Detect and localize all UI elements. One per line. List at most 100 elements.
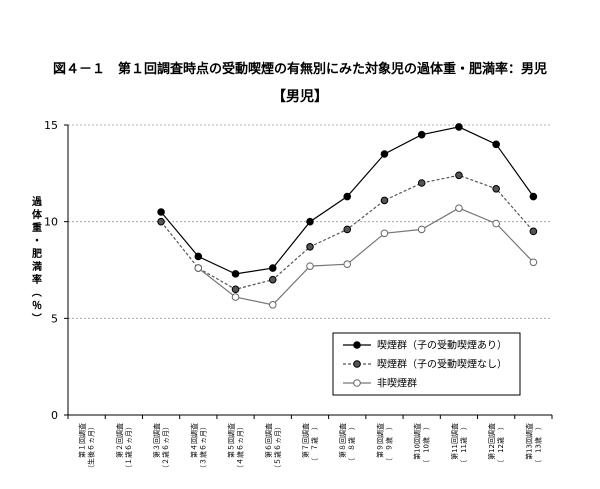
y-tick-label: 0 bbox=[51, 409, 58, 422]
x-tick-label-line: 第２回調査 bbox=[115, 423, 124, 458]
x-tick-label-line: （生後６ヵ月） bbox=[87, 423, 96, 472]
data-point bbox=[343, 192, 352, 201]
x-tick-label-line: （３歳６ヵ月） bbox=[198, 423, 207, 472]
y-axis-label-char: ・ bbox=[32, 236, 42, 247]
y-axis-label-char: 重 bbox=[32, 221, 42, 234]
x-tick-label: 第９回調査（ ９歳 ） bbox=[375, 423, 393, 465]
legend-label: 非喫煙群 bbox=[377, 377, 417, 390]
y-axis-label-char: ） bbox=[30, 313, 43, 323]
x-tick-label-line: 第13回調査 bbox=[524, 423, 533, 460]
x-tick-label-line: 第12回調査 bbox=[487, 423, 496, 460]
series bbox=[157, 123, 538, 309]
x-tick-label-line: （５歳６ヵ月） bbox=[273, 423, 282, 472]
y-axis-label-char: 満 bbox=[32, 260, 42, 273]
x-tick-labels: 第１回調査 （生後６ヵ月） 第２回調査 （１歳６ヵ月） 第３回調査 （２歳６ヵ月） 第４回調… bbox=[78, 423, 543, 472]
x-tick-label: 第５回調査 （４歳６ヵ月） bbox=[227, 423, 245, 472]
y-axis-label-char: ％ bbox=[32, 300, 42, 312]
x-tick-label: 第８回調査（ ８歳 ） bbox=[338, 423, 356, 465]
data-point bbox=[157, 217, 165, 226]
x-tick-label-line: 第10回調査 bbox=[413, 423, 422, 460]
x-tick-label-line: （ 10歳 ） bbox=[422, 423, 431, 467]
data-point bbox=[343, 225, 352, 234]
x-tick-label-line: 第４回調査 bbox=[189, 423, 198, 458]
x-tick-label-line: 第６回調査 bbox=[264, 423, 273, 458]
data-point bbox=[380, 229, 389, 238]
data-point bbox=[455, 123, 463, 131]
data-point bbox=[268, 275, 277, 284]
data-point bbox=[306, 262, 314, 270]
data-point bbox=[492, 185, 500, 193]
data-point bbox=[194, 264, 203, 272]
x-tick-label-line: （ 11歳 ） bbox=[459, 423, 468, 467]
data-point bbox=[231, 293, 240, 301]
series-1 bbox=[157, 123, 538, 278]
data-point bbox=[417, 179, 426, 187]
data-point bbox=[306, 243, 314, 251]
data-point bbox=[417, 130, 426, 139]
chart-subtitle: 【男児】 bbox=[272, 89, 328, 105]
data-point bbox=[417, 225, 426, 234]
y-axis-label-char: 過 bbox=[31, 195, 43, 208]
x-tick-label-line: （２歳６ヵ月） bbox=[161, 423, 170, 472]
data-point bbox=[157, 208, 165, 216]
legend-swatch-marker bbox=[353, 360, 361, 368]
x-tick-label: 第13回調査（ 13歳 ） bbox=[524, 423, 542, 467]
y-tick-label: 5 bbox=[51, 312, 58, 325]
x-tick-label-line: 第８回調査 bbox=[338, 423, 347, 458]
y-axis-label: 過体重・肥満率（ ％） bbox=[30, 195, 43, 323]
x-tick-label: 第10回調査（ 10歳 ） bbox=[413, 423, 431, 467]
legend-swatch-marker bbox=[353, 379, 361, 387]
y-axis-label-char: 肥 bbox=[32, 248, 42, 260]
x-tick-label-line: （ ８歳 ） bbox=[347, 423, 356, 465]
y-tick-label: 10 bbox=[44, 216, 58, 229]
series-3 bbox=[194, 204, 538, 309]
y-tick-label: 15 bbox=[44, 119, 58, 132]
x-tick-label: 第３回調査 （２歳６ヵ月） bbox=[152, 423, 170, 472]
data-point bbox=[455, 204, 463, 212]
x-tick-label-line: 第３回調査 bbox=[152, 423, 161, 458]
data-point bbox=[231, 285, 240, 294]
x-tick-label: 第７回調査（ ７歳 ） bbox=[301, 423, 319, 465]
series-line bbox=[197, 207, 534, 306]
data-point bbox=[529, 192, 538, 201]
x-tick-label-line: （ 13歳 ） bbox=[533, 423, 542, 467]
data-point bbox=[455, 171, 463, 180]
y-axis-label-char: 体 bbox=[32, 208, 43, 221]
x-tick-label: 第２回調査 （１歳６ヵ月） bbox=[115, 423, 133, 472]
x-tick-label: 第４回調査 （３歳６ヵ月） bbox=[189, 423, 207, 472]
data-point bbox=[343, 260, 352, 269]
x-tick-label-line: （ ７歳 ） bbox=[310, 423, 319, 465]
data-point bbox=[529, 227, 538, 236]
x-tick-label-line: 第７回調査 bbox=[301, 423, 310, 458]
legend-label: 喫煙群（子の受動喫煙あり） bbox=[377, 339, 507, 352]
data-point bbox=[529, 258, 538, 267]
legend-swatch-marker bbox=[353, 341, 361, 349]
x-tick-label: 第12回調査（ 12歳 ） bbox=[487, 423, 505, 467]
x-tick-label-line: 第９回調査 bbox=[375, 423, 384, 458]
series-line bbox=[160, 126, 534, 275]
y-axis-label-char: （ bbox=[30, 287, 43, 297]
x-tick-label: 第１回調査 （生後６ヵ月） bbox=[78, 423, 96, 472]
legend: 喫煙群（子の受動喫煙あり） 喫煙群（子の受動喫煙なし） 非喫煙群 bbox=[332, 332, 521, 396]
legend-label: 喫煙群（子の受動喫煙なし） bbox=[377, 358, 507, 371]
y-tick-labels: 0 5 10 15 bbox=[44, 119, 58, 422]
data-point bbox=[492, 140, 500, 149]
x-tick-label: 第６回調査 （５歳６ヵ月） bbox=[264, 423, 282, 472]
data-point bbox=[268, 264, 277, 272]
x-tick-label-line: （ ９歳 ） bbox=[384, 423, 393, 465]
x-tick-label-line: 第１回調査 bbox=[78, 423, 87, 458]
data-point bbox=[306, 217, 314, 226]
data-point bbox=[492, 219, 500, 228]
y-axis-label-char: 率 bbox=[32, 273, 42, 286]
chart-title: 図４－１ 第１回調査時点の受動喫煙の有無別にみた対象児の過体重・肥満率：男児 bbox=[53, 61, 547, 77]
x-tick-label-line: （ 12歳 ） bbox=[496, 423, 505, 467]
data-point bbox=[380, 150, 389, 158]
data-point bbox=[231, 270, 240, 278]
data-point bbox=[194, 252, 203, 261]
series-2 bbox=[157, 171, 538, 294]
axes bbox=[64, 124, 553, 419]
data-point bbox=[268, 301, 277, 309]
data-point bbox=[380, 196, 389, 205]
x-tick-label-line: （１歳６ヵ月） bbox=[124, 423, 133, 472]
